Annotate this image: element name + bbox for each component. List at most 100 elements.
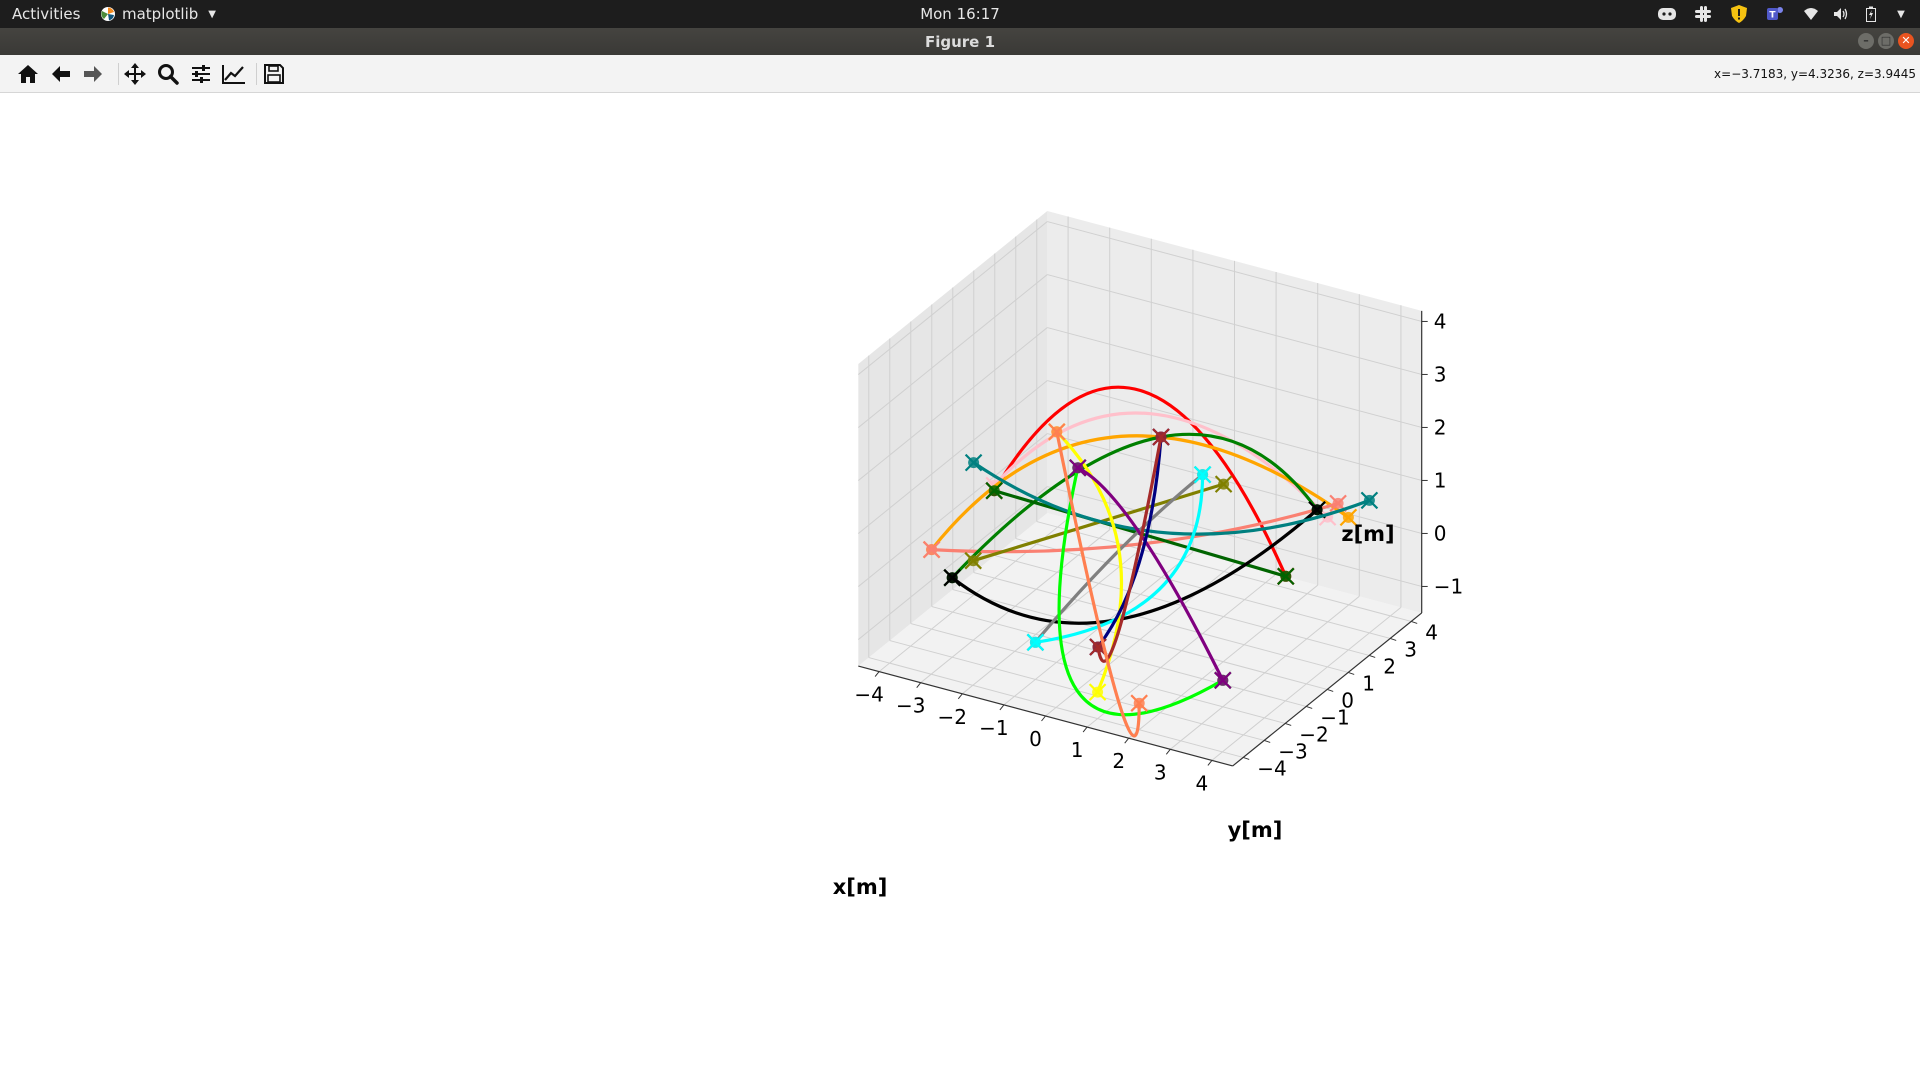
- y-tick-label: −1: [1320, 705, 1349, 729]
- grid-line: [1047, 380, 1422, 481]
- series-end-marker: [943, 568, 961, 587]
- z-tick-label: 2: [1434, 415, 1447, 439]
- z-tick-label: 1: [1434, 468, 1447, 492]
- x-tick-mark: [999, 704, 1005, 711]
- system-tray: T ▼: [1656, 3, 1912, 25]
- minimize-button[interactable]: –: [1858, 33, 1874, 49]
- grid-line: [910, 623, 1286, 724]
- series-end-marker: [964, 551, 982, 570]
- zoom-icon: [158, 64, 179, 85]
- x-tick-mark: [957, 693, 963, 700]
- x-tick-label: −2: [938, 705, 967, 729]
- grid-line: [1036, 521, 1412, 622]
- wifi-icon[interactable]: [1800, 3, 1822, 25]
- figure-canvas[interactable]: −4 −3 −2 −1 0 1 2 3 4 −4 −3 −2 −1 0 1 2 3 4 −1 0 1 2 3 4 x[m] y…: [0, 93, 1920, 1080]
- clock: Mon 16:17: [920, 5, 1000, 23]
- edit-axes-icon: [222, 65, 245, 84]
- grid-line: [1047, 433, 1422, 534]
- series-end-marker: [964, 453, 983, 472]
- series-end-marker: [1152, 428, 1170, 446]
- toolbar-separator: [118, 63, 119, 85]
- volume-icon[interactable]: [1830, 3, 1852, 25]
- discord-icon[interactable]: [1656, 3, 1678, 25]
- grid-line: [857, 486, 1048, 640]
- grid-lines: [857, 216, 1422, 761]
- series-end-marker: [1360, 491, 1379, 510]
- maximize-button[interactable]: □: [1878, 33, 1894, 49]
- save-button[interactable]: [261, 61, 287, 87]
- configure-subplots-icon: [192, 65, 210, 83]
- series-end-marker: [1026, 633, 1045, 652]
- series-end-marker: [1277, 567, 1295, 586]
- series-end-marker: [1130, 694, 1148, 712]
- series-line: [1096, 435, 1163, 649]
- y-axis-label: y[m]: [1228, 818, 1283, 842]
- series-line: [930, 434, 1350, 552]
- series-line: [1057, 466, 1225, 717]
- configure-subplots-button[interactable]: [188, 61, 214, 87]
- x-tick-mark: [1207, 760, 1213, 766]
- back-button[interactable]: [48, 61, 74, 87]
- navigation-toolbar: x=−3.7183, y=4.3236, z=3.9445: [0, 55, 1920, 93]
- y-tick-mark: [1306, 705, 1313, 709]
- x-tick-label: 1: [1071, 738, 1084, 762]
- series-end-marker: [1193, 465, 1212, 484]
- grid-line: [857, 380, 1048, 534]
- window-title: Figure 1: [924, 33, 996, 51]
- shield-warning-icon[interactable]: [1728, 3, 1750, 25]
- series-end-marker: [1048, 423, 1066, 441]
- pan-icon: [124, 63, 146, 85]
- series-line: [1076, 466, 1225, 682]
- grid-line: [931, 606, 1307, 707]
- battery-icon[interactable]: [1860, 3, 1882, 25]
- y-tick-label: 4: [1425, 620, 1438, 644]
- back-icon: [52, 66, 70, 82]
- x-tick-mark: [1041, 715, 1046, 722]
- x-tick-mark: [1124, 737, 1130, 744]
- y-tick-mark: [1411, 620, 1418, 624]
- teams-icon[interactable]: T: [1764, 3, 1786, 25]
- grid-line: [857, 327, 1048, 481]
- chevron-down-icon: ▼: [208, 8, 216, 20]
- forward-icon: [84, 66, 102, 82]
- series-line: [972, 461, 1371, 536]
- x-tick-label: −3: [896, 694, 925, 718]
- grid-line: [857, 274, 1048, 428]
- toolbar-separator: [256, 63, 257, 85]
- x-tick-label: 3: [1154, 760, 1167, 784]
- series-line: [992, 385, 1288, 578]
- app-menu[interactable]: matplotlib ▼: [100, 5, 216, 23]
- series-end-marker: [1069, 459, 1087, 477]
- close-button[interactable]: ✕: [1898, 33, 1914, 49]
- matplotlib-app-icon: [101, 7, 115, 21]
- z-tick-label: −1: [1434, 574, 1463, 598]
- window-title-bar[interactable]: Figure 1 – □ ✕: [0, 28, 1920, 55]
- system-menu-caret-icon[interactable]: ▼: [1897, 8, 1905, 20]
- grid-line: [1047, 274, 1422, 375]
- y-tick-mark: [1369, 654, 1376, 658]
- x-tick-mark: [1165, 748, 1171, 755]
- app-menu-label: matplotlib: [122, 5, 199, 23]
- series-line: [1096, 435, 1163, 663]
- slack-icon[interactable]: [1692, 3, 1714, 25]
- edit-axes-button[interactable]: [221, 61, 247, 87]
- grid-line: [973, 572, 1349, 673]
- y-tick-mark: [1327, 688, 1334, 692]
- forward-button[interactable]: [80, 61, 106, 87]
- series-end-marker: [922, 540, 941, 559]
- activities-button[interactable]: Activities: [12, 5, 81, 23]
- y-tick-label: −2: [1299, 722, 1328, 746]
- zoom-button[interactable]: [155, 61, 181, 87]
- series-line: [1055, 430, 1141, 738]
- y-tick-mark: [1390, 637, 1397, 641]
- grid-line: [868, 657, 1244, 758]
- y-tick-label: −3: [1278, 739, 1307, 763]
- x-tick-mark: [874, 671, 880, 677]
- pan-button[interactable]: [122, 61, 148, 87]
- series-end-marker: [985, 481, 1003, 500]
- home-button[interactable]: [15, 61, 41, 87]
- series-end-marker: [1088, 683, 1107, 701]
- x-tick-label: −4: [854, 683, 883, 707]
- series-line: [1033, 473, 1205, 644]
